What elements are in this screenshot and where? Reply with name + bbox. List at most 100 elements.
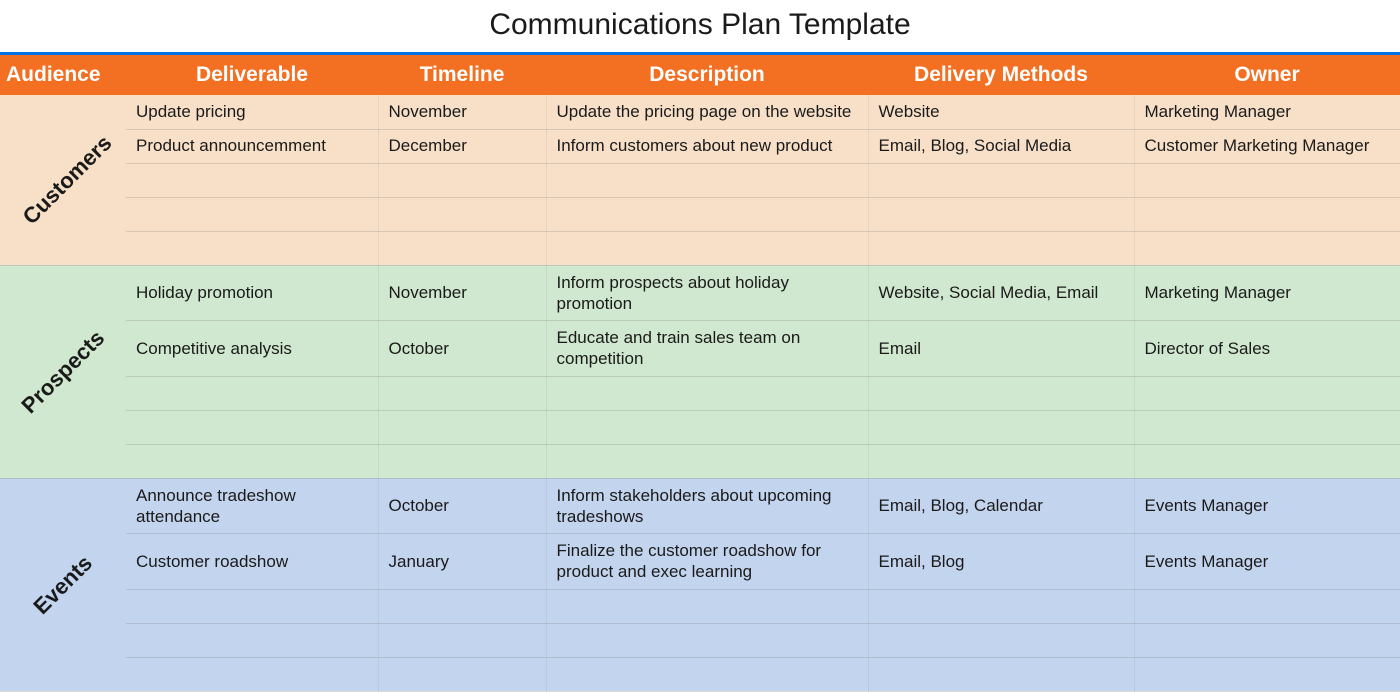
cell-deliverable	[126, 623, 378, 657]
audience-label: Events	[28, 550, 97, 619]
cell-owner	[1134, 197, 1400, 231]
cell-timeline	[378, 376, 546, 410]
col-header-timeline: Timeline	[378, 54, 546, 96]
cell-deliverable: Customer roadshow	[126, 534, 378, 590]
cell-delivery	[868, 376, 1134, 410]
cell-owner	[1134, 410, 1400, 444]
cell-timeline	[378, 657, 546, 691]
cell-delivery	[868, 410, 1134, 444]
table-row: Customers Update pricing November Update…	[0, 95, 1400, 129]
cell-owner	[1134, 163, 1400, 197]
table-row: Events Announce tradeshow attendance Oct…	[0, 478, 1400, 534]
cell-deliverable	[126, 410, 378, 444]
cell-delivery: Website	[868, 95, 1134, 129]
cell-timeline	[378, 197, 546, 231]
cell-description	[546, 444, 868, 478]
cell-delivery: Email, Blog, Calendar	[868, 478, 1134, 534]
cell-description	[546, 197, 868, 231]
col-header-deliverable: Deliverable	[126, 54, 378, 96]
cell-delivery	[868, 657, 1134, 691]
page-title: Communications Plan Template	[0, 0, 1400, 52]
col-header-delivery: Delivery Methods	[868, 54, 1134, 96]
cell-owner	[1134, 657, 1400, 691]
table-row	[0, 657, 1400, 691]
cell-delivery: Email, Blog, Social Media	[868, 129, 1134, 163]
cell-owner: Director of Sales	[1134, 321, 1400, 377]
cell-deliverable	[126, 197, 378, 231]
table-row	[0, 444, 1400, 478]
cell-deliverable: Announce tradeshow attendance	[126, 478, 378, 534]
table-row: Customer roadshow January Finalize the c…	[0, 534, 1400, 590]
cell-description: Inform stakeholders about upcoming trade…	[546, 478, 868, 534]
table-header-row: Audience Deliverable Timeline Descriptio…	[0, 54, 1400, 96]
cell-owner: Customer Marketing Manager	[1134, 129, 1400, 163]
cell-deliverable: Product announcemment	[126, 129, 378, 163]
col-header-audience: Audience	[0, 54, 126, 96]
cell-deliverable: Update pricing	[126, 95, 378, 129]
cell-owner	[1134, 376, 1400, 410]
cell-deliverable	[126, 376, 378, 410]
audience-label: Prospects	[16, 325, 110, 419]
cell-description	[546, 589, 868, 623]
table-row: Prospects Holiday promotion November Inf…	[0, 265, 1400, 321]
communications-plan-table: Audience Deliverable Timeline Descriptio…	[0, 52, 1400, 692]
cell-timeline: October	[378, 478, 546, 534]
cell-owner: Events Manager	[1134, 534, 1400, 590]
cell-delivery	[868, 444, 1134, 478]
cell-description	[546, 410, 868, 444]
table-row: Product announcemment December Inform cu…	[0, 129, 1400, 163]
cell-owner	[1134, 444, 1400, 478]
cell-owner	[1134, 231, 1400, 265]
cell-timeline	[378, 231, 546, 265]
table-row	[0, 410, 1400, 444]
cell-deliverable	[126, 444, 378, 478]
table-row	[0, 163, 1400, 197]
cell-timeline: December	[378, 129, 546, 163]
cell-delivery: Email	[868, 321, 1134, 377]
cell-description: Finalize the customer roadshow for produ…	[546, 534, 868, 590]
cell-description	[546, 163, 868, 197]
cell-timeline	[378, 589, 546, 623]
table-row	[0, 197, 1400, 231]
cell-description	[546, 231, 868, 265]
cell-delivery	[868, 197, 1134, 231]
cell-owner	[1134, 589, 1400, 623]
cell-deliverable: Holiday promotion	[126, 265, 378, 321]
audience-cell-events: Events	[0, 478, 126, 691]
cell-timeline: November	[378, 95, 546, 129]
audience-cell-prospects: Prospects	[0, 265, 126, 478]
cell-deliverable	[126, 589, 378, 623]
cell-timeline: November	[378, 265, 546, 321]
cell-timeline	[378, 444, 546, 478]
cell-delivery	[868, 231, 1134, 265]
cell-timeline	[378, 623, 546, 657]
cell-deliverable	[126, 231, 378, 265]
cell-timeline	[378, 163, 546, 197]
cell-owner: Marketing Manager	[1134, 95, 1400, 129]
cell-delivery	[868, 589, 1134, 623]
cell-owner: Marketing Manager	[1134, 265, 1400, 321]
audience-label: Customers	[18, 130, 118, 230]
cell-delivery	[868, 163, 1134, 197]
cell-delivery	[868, 623, 1134, 657]
cell-deliverable: Competitive analysis	[126, 321, 378, 377]
section-prospects: Prospects Holiday promotion November Inf…	[0, 265, 1400, 478]
col-header-owner: Owner	[1134, 54, 1400, 96]
cell-delivery: Website, Social Media, Email	[868, 265, 1134, 321]
section-events: Events Announce tradeshow attendance Oct…	[0, 478, 1400, 691]
cell-deliverable	[126, 657, 378, 691]
col-header-description: Description	[546, 54, 868, 96]
cell-description	[546, 623, 868, 657]
cell-timeline: January	[378, 534, 546, 590]
table-row	[0, 623, 1400, 657]
table-row	[0, 231, 1400, 265]
cell-description: Inform customers about new product	[546, 129, 868, 163]
cell-description: Educate and train sales team on competit…	[546, 321, 868, 377]
cell-description: Update the pricing page on the website	[546, 95, 868, 129]
cell-deliverable	[126, 163, 378, 197]
cell-description	[546, 657, 868, 691]
table-row	[0, 376, 1400, 410]
table-row: Competitive analysis October Educate and…	[0, 321, 1400, 377]
cell-timeline: October	[378, 321, 546, 377]
table-row	[0, 589, 1400, 623]
